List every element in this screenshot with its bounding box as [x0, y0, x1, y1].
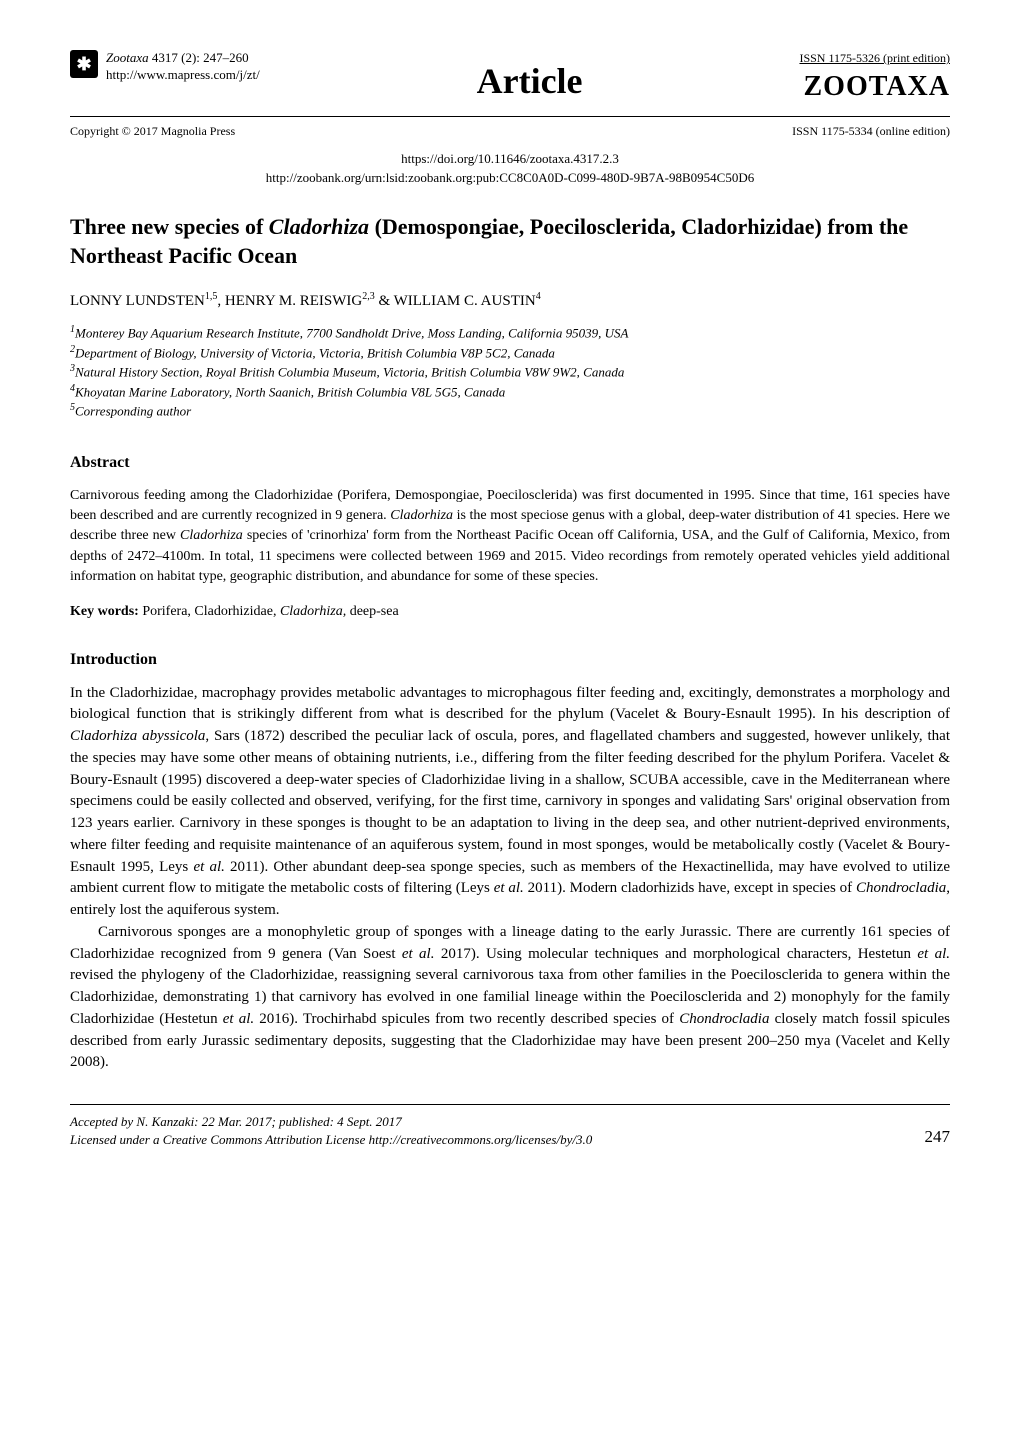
header-row: ✱ Zootaxa 4317 (2): 247–260 http://www.m… — [70, 50, 950, 108]
intro-para-1: In the Cladorhizidae, macrophagy provide… — [70, 683, 950, 922]
journal-url: http://www.mapress.com/j/zt/ — [106, 67, 260, 82]
zootaxa-brand: ZOOTAXA — [799, 67, 950, 108]
doi-links: https://doi.org/10.11646/zootaxa.4317.2.… — [70, 150, 950, 188]
affiliation-2: 2Department of Biology, University of Vi… — [70, 343, 950, 363]
doi-link: https://doi.org/10.11646/zootaxa.4317.2.… — [70, 150, 950, 169]
intro-para-2: Carnivorous sponges are a monophyletic g… — [70, 922, 950, 1074]
copyright-row: Copyright © 2017 Magnolia Press ISSN 117… — [70, 123, 950, 140]
title-prefix: Three new species of — [70, 214, 269, 239]
header-left: ✱ Zootaxa 4317 (2): 247–260 http://www.m… — [70, 50, 260, 84]
title-genus: Cladorhiza — [269, 214, 369, 239]
abstract-heading: Abstract — [70, 451, 950, 474]
footer-divider — [70, 1104, 950, 1105]
issn-online: ISSN 1175-5334 (online edition) — [792, 123, 950, 140]
issn-print: ISSN 1175-5326 (print edition) — [799, 50, 950, 67]
page-number: 247 — [925, 1125, 951, 1150]
affiliation-1: 1Monterey Bay Aquarium Research Institut… — [70, 323, 950, 343]
keywords-label: Key words: — [70, 604, 139, 619]
affiliations: 1Monterey Bay Aquarium Research Institut… — [70, 323, 950, 421]
footer-row: Accepted by N. Kanzaki: 22 Mar. 2017; pu… — [70, 1113, 950, 1149]
copyright-text: Copyright © 2017 Magnolia Press — [70, 123, 235, 140]
keywords-suffix: deep-sea — [346, 604, 398, 619]
license-text: Licensed under a Creative Commons Attrib… — [70, 1131, 592, 1149]
footer-left: Accepted by N. Kanzaki: 22 Mar. 2017; pu… — [70, 1113, 592, 1149]
article-title: Three new species of Cladorhiza (Demospo… — [70, 213, 950, 270]
journal-issue: 4317 (2): 247–260 — [152, 50, 249, 65]
keywords-italic: Cladorhiza, — [280, 604, 346, 619]
authors-line: LONNY LUNDSTEN1,5, HENRY M. REISWIG2,3 &… — [70, 290, 950, 313]
affiliation-4: 4Khoyatan Marine Laboratory, North Saani… — [70, 382, 950, 402]
affiliation-5: 5Corresponding author — [70, 401, 950, 421]
article-label: Article — [260, 55, 800, 107]
zoobank-link: http://zoobank.org/urn:lsid:zoobank.org:… — [70, 169, 950, 188]
journal-name: Zootaxa — [106, 50, 149, 65]
keywords-text: Porifera, Cladorhizidae, — [139, 604, 280, 619]
journal-logo-icon: ✱ — [70, 50, 98, 78]
header-right: ISSN 1175-5326 (print edition) ZOOTAXA — [799, 50, 950, 108]
accepted-text: Accepted by N. Kanzaki: 22 Mar. 2017; pu… — [70, 1113, 592, 1131]
header-divider — [70, 116, 950, 117]
affiliation-3: 3Natural History Section, Royal British … — [70, 362, 950, 382]
abstract-text: Carnivorous feeding among the Cladorhizi… — [70, 486, 950, 587]
introduction-heading: Introduction — [70, 648, 950, 671]
keywords: Key words: Porifera, Cladorhizidae, Clad… — [70, 602, 950, 622]
journal-info: Zootaxa 4317 (2): 247–260 http://www.map… — [106, 50, 260, 84]
